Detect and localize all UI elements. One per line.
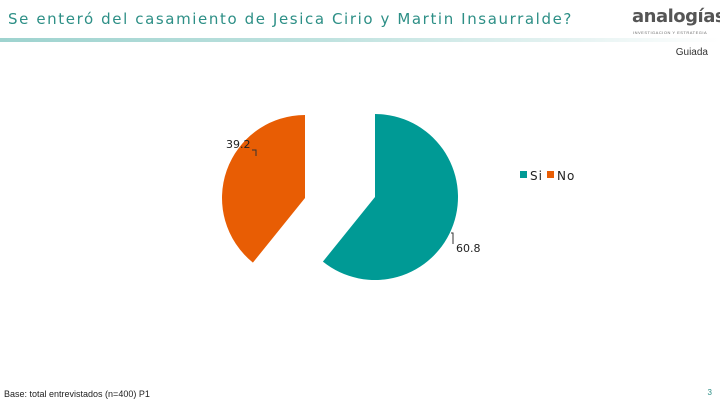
legend-swatch-si <box>520 171 527 178</box>
title-underline <box>0 38 720 42</box>
logo-tagline: INVESTIGACION Y ESTRATEGIA <box>633 30 708 35</box>
leader-line-no <box>252 149 257 156</box>
page-title: Se enteró del casamiento de Jesica Cirio… <box>8 10 573 28</box>
legend-label-si: Si <box>530 169 543 183</box>
company-logo: analogías INVESTIGACION Y ESTRATEGIA <box>632 6 720 36</box>
logo-wordmark: analogías <box>632 6 720 27</box>
question-type-label: Guiada <box>675 47 708 58</box>
legend-label-no: No <box>557 169 575 183</box>
pie-slice-si <box>322 113 459 280</box>
pie-slice-no <box>222 115 305 263</box>
base-note: Base: total entrevistados (n=400) P1 <box>4 389 150 399</box>
data-label-si: 60.8 <box>456 242 481 255</box>
chart-legend: Si No <box>520 169 575 183</box>
page-number: 3 <box>707 388 712 397</box>
legend-swatch-no <box>547 171 554 178</box>
data-label-no: 39.2 <box>226 138 251 151</box>
leader-line-si <box>451 232 454 244</box>
